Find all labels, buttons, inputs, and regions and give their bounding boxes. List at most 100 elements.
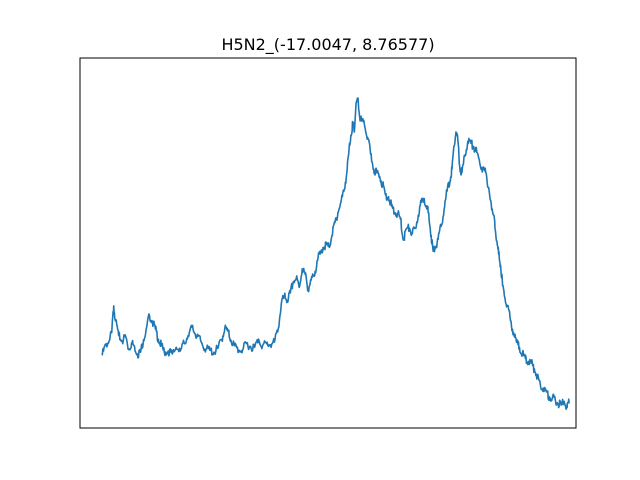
series-line-0 bbox=[101, 97, 570, 411]
data-point bbox=[334, 222, 336, 224]
data-point bbox=[319, 253, 321, 255]
series-layer bbox=[101, 97, 570, 411]
data-point bbox=[554, 398, 556, 400]
data-point bbox=[393, 212, 396, 214]
data-point bbox=[533, 368, 535, 370]
data-point bbox=[560, 404, 562, 406]
data-point bbox=[304, 273, 306, 276]
data-point bbox=[530, 362, 532, 364]
data-point bbox=[361, 120, 363, 122]
data-point bbox=[283, 296, 285, 298]
data-point bbox=[145, 327, 148, 329]
data-point bbox=[136, 353, 139, 355]
data-point bbox=[353, 131, 355, 133]
data-point bbox=[443, 209, 445, 211]
data-point bbox=[337, 212, 339, 214]
data-point bbox=[179, 350, 181, 352]
data-point bbox=[451, 168, 453, 170]
data-point bbox=[325, 244, 327, 246]
data-point bbox=[108, 341, 110, 343]
data-point bbox=[191, 326, 193, 328]
data-point bbox=[548, 395, 550, 398]
data-point bbox=[399, 218, 402, 220]
data-point bbox=[121, 340, 123, 342]
data-point bbox=[498, 253, 500, 255]
data-point bbox=[488, 186, 490, 189]
data-point bbox=[440, 225, 442, 227]
data-point bbox=[461, 172, 463, 174]
data-point bbox=[346, 172, 348, 174]
data-point bbox=[209, 349, 211, 351]
data-point bbox=[227, 330, 229, 332]
data-point bbox=[148, 314, 151, 316]
data-point bbox=[292, 281, 294, 283]
data-point bbox=[133, 346, 136, 348]
data-point bbox=[277, 327, 279, 329]
data-point bbox=[151, 320, 154, 323]
data-point bbox=[457, 140, 459, 142]
data-point bbox=[384, 194, 387, 196]
data-point bbox=[163, 351, 165, 353]
data-point bbox=[359, 116, 361, 118]
data-point bbox=[224, 327, 226, 329]
data-point bbox=[557, 403, 559, 405]
data-point bbox=[113, 305, 115, 307]
data-point bbox=[238, 349, 240, 351]
data-point bbox=[167, 350, 169, 352]
data-point bbox=[175, 346, 177, 348]
data-point bbox=[459, 168, 461, 170]
data-point bbox=[307, 288, 309, 290]
data-point bbox=[482, 168, 484, 170]
data-point bbox=[396, 212, 399, 214]
data-point bbox=[273, 341, 276, 343]
data-point bbox=[313, 275, 315, 277]
data-point bbox=[183, 342, 185, 344]
data-point bbox=[473, 146, 475, 148]
data-point bbox=[171, 353, 173, 355]
data-point bbox=[352, 123, 354, 125]
data-point bbox=[230, 339, 232, 341]
data-point bbox=[408, 227, 410, 229]
data-point bbox=[491, 209, 493, 211]
data-point bbox=[423, 198, 425, 200]
data-point bbox=[101, 354, 103, 356]
data-point bbox=[160, 345, 162, 347]
data-point bbox=[479, 162, 481, 165]
axes-frame bbox=[79, 57, 577, 429]
data-point bbox=[467, 140, 469, 142]
data-point bbox=[340, 201, 342, 203]
data-point bbox=[331, 235, 333, 237]
data-point bbox=[357, 98, 359, 100]
data-point bbox=[430, 235, 432, 237]
data-point bbox=[545, 391, 547, 393]
data-point bbox=[455, 131, 457, 133]
data-point bbox=[381, 183, 384, 186]
data-point bbox=[253, 346, 256, 348]
data-point bbox=[295, 277, 297, 279]
data-point bbox=[376, 172, 378, 174]
data-point bbox=[370, 153, 372, 155]
data-point bbox=[536, 375, 538, 377]
data-point bbox=[512, 331, 515, 334]
data-point bbox=[527, 360, 529, 362]
data-point bbox=[518, 346, 521, 348]
data-point bbox=[139, 351, 142, 353]
data-point bbox=[453, 145, 455, 147]
data-point bbox=[289, 292, 291, 294]
data-point bbox=[142, 339, 145, 341]
data-point bbox=[115, 320, 117, 322]
data-point bbox=[432, 250, 434, 252]
data-point bbox=[280, 302, 282, 304]
data-point bbox=[524, 357, 527, 360]
data-point bbox=[446, 190, 448, 192]
data-point bbox=[298, 286, 300, 288]
data-point bbox=[464, 155, 466, 157]
data-point bbox=[322, 246, 324, 249]
data-point bbox=[118, 334, 120, 337]
data-point bbox=[246, 343, 248, 345]
data-point bbox=[286, 299, 288, 301]
data-point bbox=[242, 348, 244, 351]
data-point bbox=[434, 246, 436, 249]
